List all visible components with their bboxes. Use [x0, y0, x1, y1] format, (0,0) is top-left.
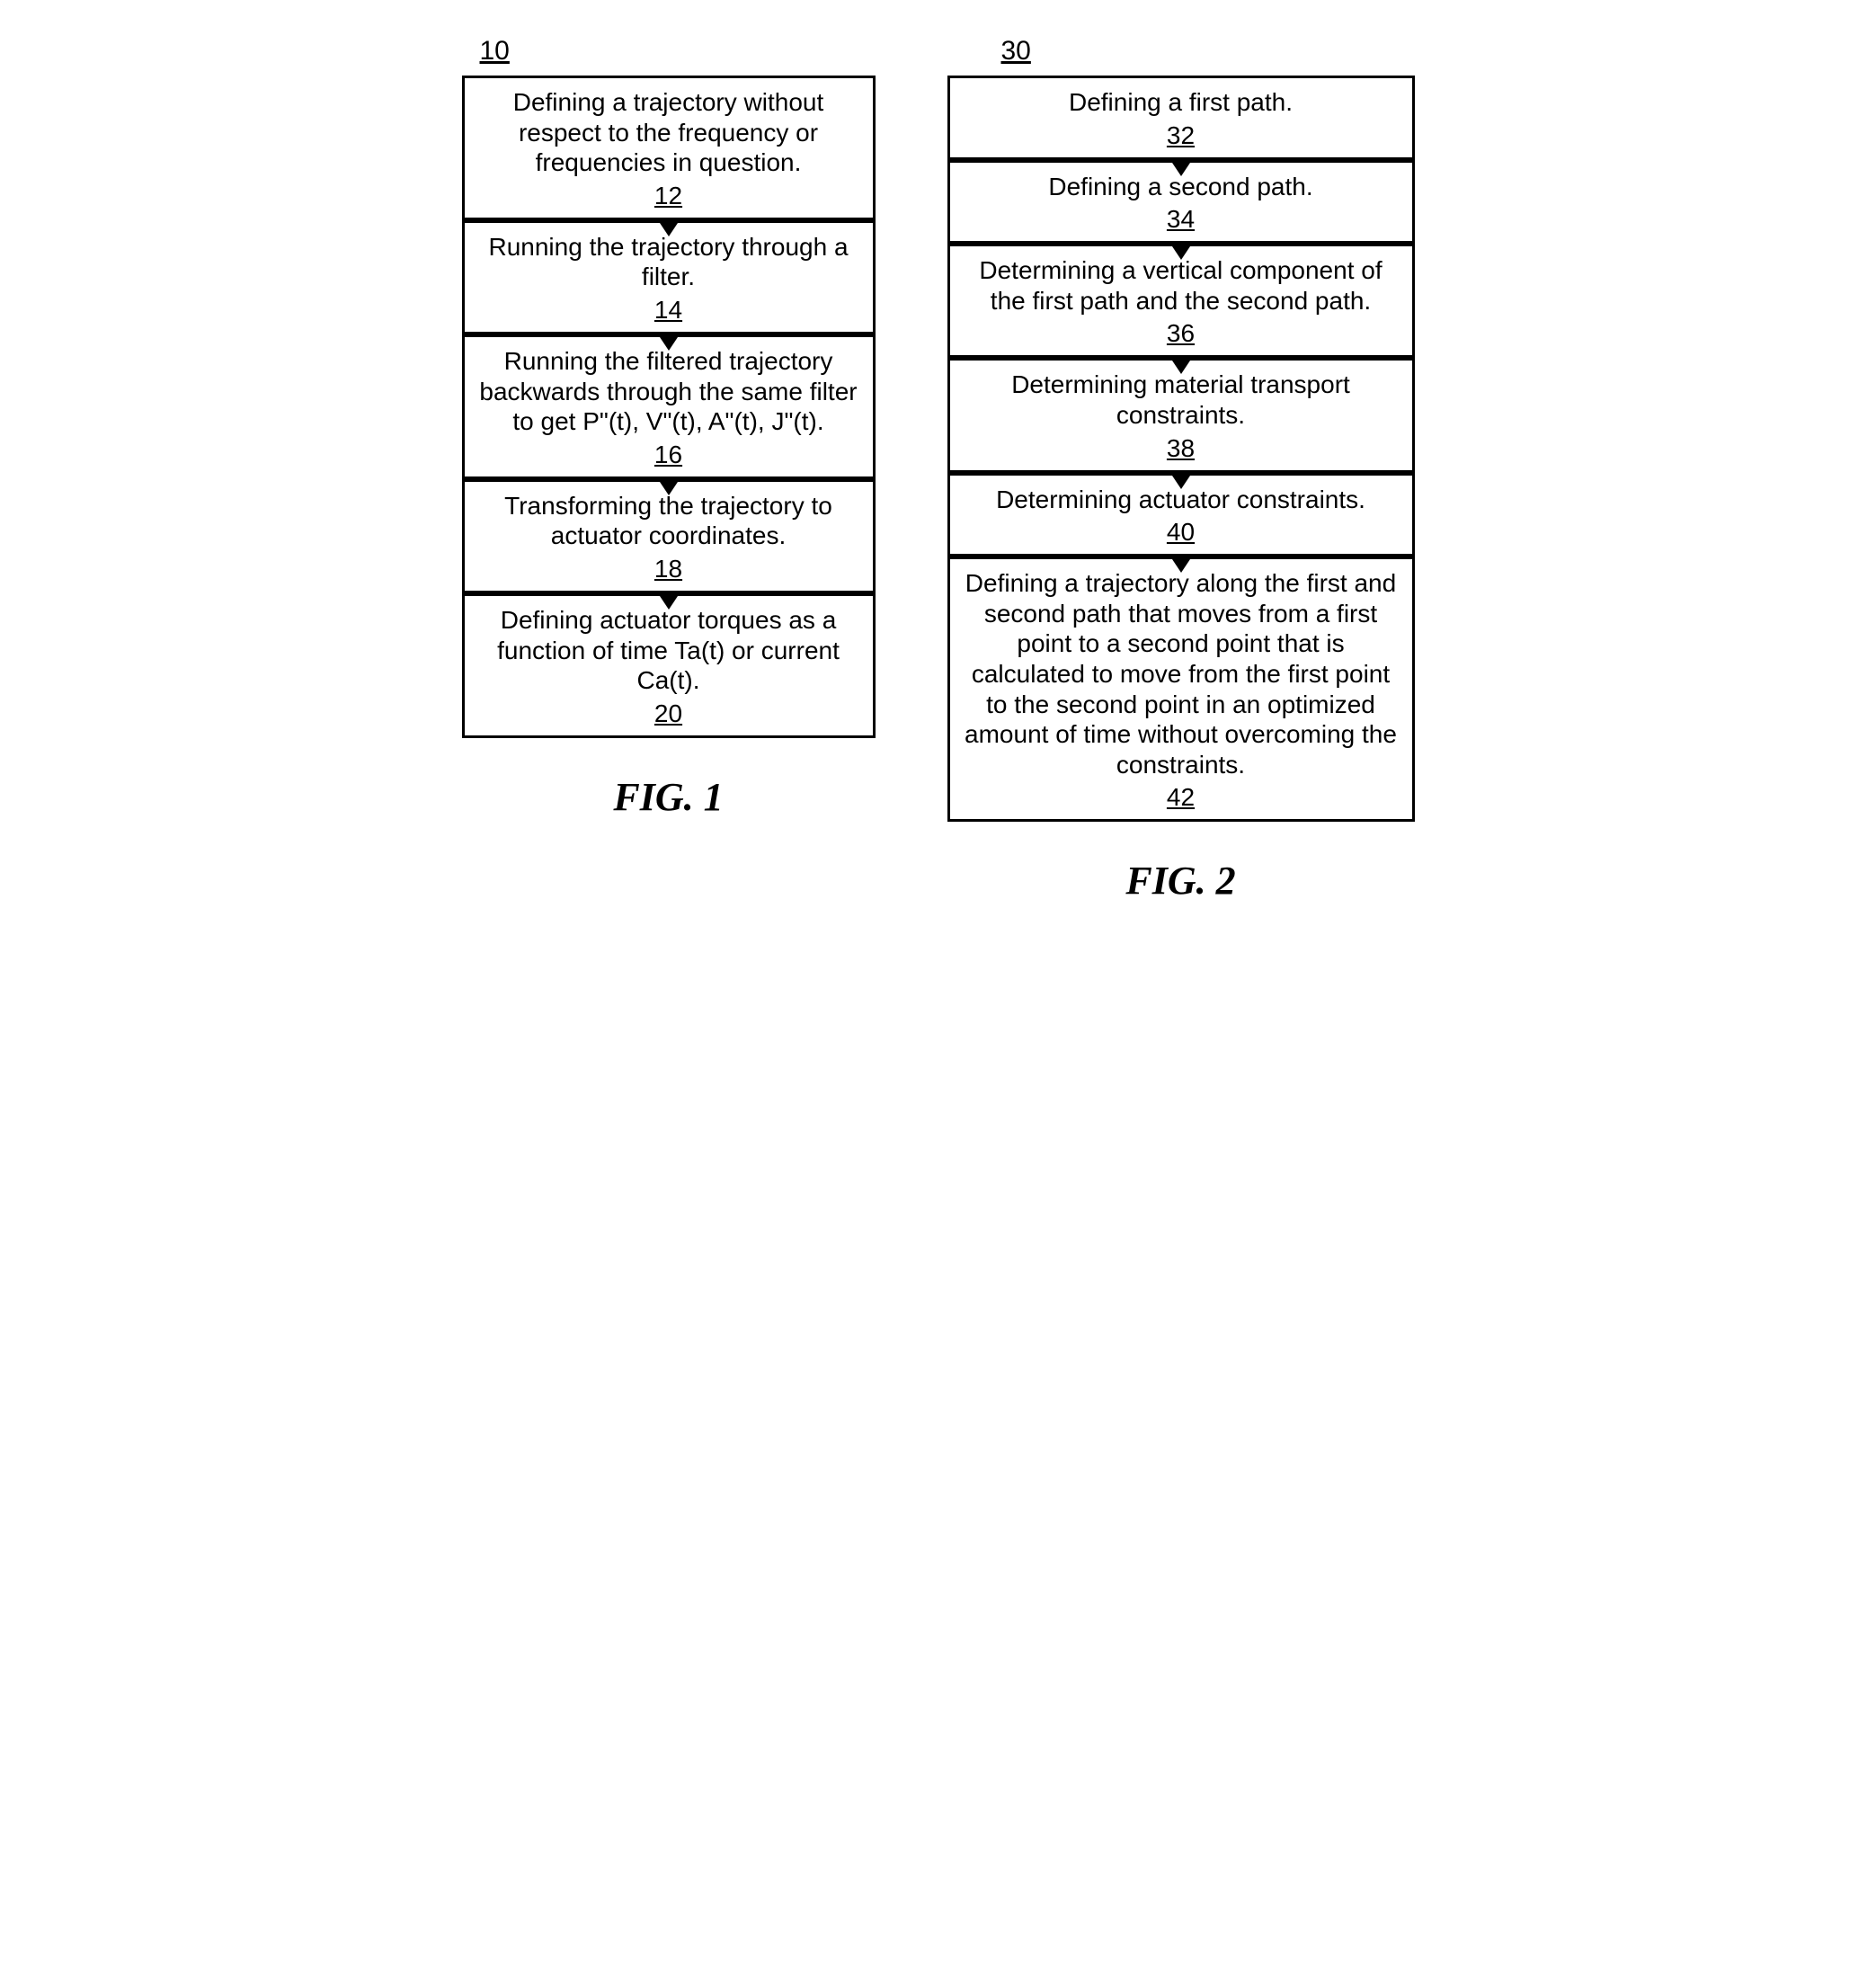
- figure-1: 10 Defining a trajectory without respect…: [462, 36, 876, 820]
- flow2-box-32-text: Defining a first path.: [1069, 87, 1293, 118]
- flow2-box-40-num: 40: [1167, 518, 1195, 547]
- figure-2: 30 Defining a first path. 32 Defining a …: [947, 36, 1415, 904]
- flow2-box-32-num: 32: [1167, 121, 1195, 150]
- flow1-box-18-text: Transforming the trajectory to actuator …: [479, 491, 858, 551]
- flow2-box-36-num: 36: [1167, 319, 1195, 348]
- flow1-box-12-num: 12: [654, 182, 682, 210]
- flow1-box-12-text: Defining a trajectory without respect to…: [479, 87, 858, 178]
- figure-1-caption: FIG. 1: [613, 774, 723, 820]
- flow2-box-42-num: 42: [1167, 783, 1195, 812]
- figure-2-caption: FIG. 2: [1125, 858, 1235, 904]
- flow1-box-20-text: Defining actuator torques as a function …: [479, 605, 858, 696]
- flow2-box-32: Defining a first path. 32: [947, 76, 1415, 160]
- flow2-box-42-text: Defining a trajectory along the first an…: [965, 568, 1398, 779]
- flow1-box-14-text: Running the trajectory through a filter.: [479, 232, 858, 292]
- flow1-box-14-num: 14: [654, 296, 682, 325]
- flow1-box-14: Running the trajectory through a filter.…: [462, 220, 876, 334]
- flow1-box-16-num: 16: [654, 441, 682, 469]
- flow1-box-20: Defining actuator torques as a function …: [462, 593, 876, 738]
- flow1-box-16: Running the filtered trajectory backward…: [462, 334, 876, 479]
- flow2-box-38: Determining material transport constrain…: [947, 358, 1415, 472]
- flow2-box-34-text: Defining a second path.: [1048, 172, 1312, 202]
- flowchart-2: 30 Defining a first path. 32 Defining a …: [947, 36, 1415, 822]
- flow1-box-18: Transforming the trajectory to actuator …: [462, 479, 876, 593]
- flowchart-1: 10 Defining a trajectory without respect…: [462, 36, 876, 738]
- flowchart-1-title: 10: [480, 36, 510, 67]
- flow2-box-42: Defining a trajectory along the first an…: [947, 557, 1415, 822]
- flow1-box-20-num: 20: [654, 699, 682, 728]
- flow2-box-38-text: Determining material transport constrain…: [965, 370, 1398, 430]
- flow1-box-18-num: 18: [654, 555, 682, 583]
- flow2-box-40-text: Determining actuator constraints.: [996, 485, 1365, 515]
- flow1-box-16-text: Running the filtered trajectory backward…: [479, 346, 858, 437]
- flow1-box-12: Defining a trajectory without respect to…: [462, 76, 876, 220]
- flow2-box-36: Determining a vertical component of the …: [947, 244, 1415, 358]
- flow2-box-36-text: Determining a vertical component of the …: [965, 255, 1398, 316]
- flow2-box-34-num: 34: [1167, 205, 1195, 234]
- flow2-box-38-num: 38: [1167, 434, 1195, 463]
- flowchart-2-title: 30: [1001, 36, 1031, 67]
